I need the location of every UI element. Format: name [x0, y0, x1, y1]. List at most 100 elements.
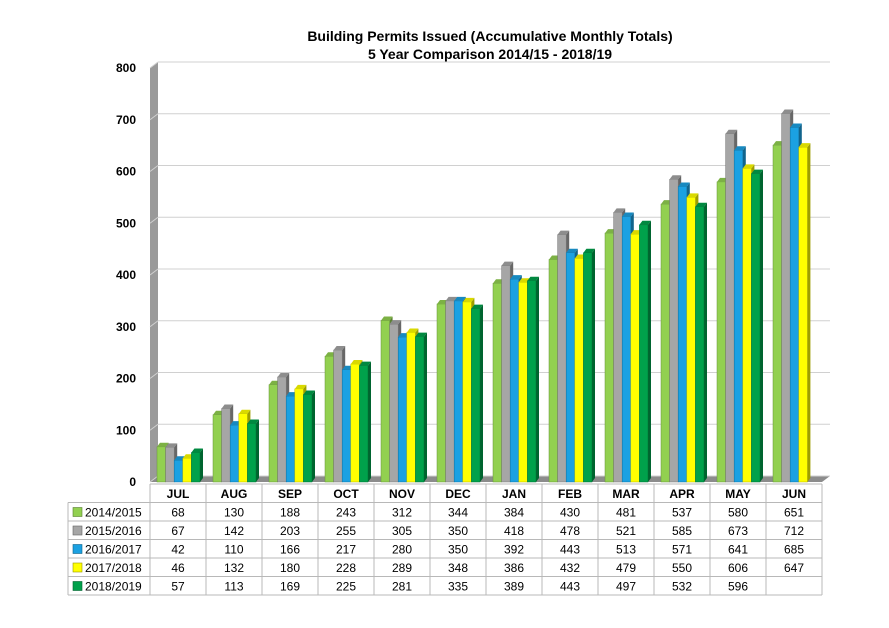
bar-top	[350, 360, 363, 365]
gridline-diagonal	[149, 320, 159, 328]
bar-top	[277, 372, 290, 377]
bar-front	[445, 300, 455, 483]
bar-front	[173, 460, 184, 483]
bar-front	[247, 423, 257, 483]
data-label: 443	[560, 543, 580, 557]
bar-top	[669, 175, 682, 180]
data-label: 46	[171, 561, 185, 575]
gridline-diagonal	[149, 423, 159, 431]
bar-side	[368, 361, 371, 482]
bar-front	[229, 424, 240, 483]
x-tick-label: APR	[669, 487, 695, 501]
bar-front	[501, 265, 511, 483]
data-label: 513	[616, 543, 636, 557]
data-label: 113	[224, 580, 243, 594]
data-label: 443	[560, 580, 580, 594]
data-label: 418	[504, 524, 524, 538]
bar	[359, 361, 371, 483]
data-label: 255	[336, 524, 356, 538]
bar-front	[742, 168, 752, 483]
bar-top	[333, 346, 346, 351]
data-label: 110	[224, 543, 243, 557]
bar-front	[397, 336, 408, 483]
bar-front	[221, 408, 231, 483]
bar-top	[790, 123, 802, 128]
data-label: 521	[616, 524, 636, 538]
data-label: 132	[224, 561, 244, 575]
bar-front	[660, 203, 670, 483]
data-label: 169	[280, 580, 300, 594]
data-label: 203	[280, 524, 300, 538]
bar-side	[480, 304, 483, 482]
bar-front	[333, 349, 343, 483]
bar	[471, 304, 483, 483]
bar-side	[424, 332, 427, 482]
gridline-diagonal	[149, 268, 159, 276]
bar-front	[518, 281, 528, 483]
data-label: 166	[280, 543, 300, 557]
bar-top	[191, 448, 203, 453]
data-label: 606	[728, 561, 748, 575]
data-label: 350	[448, 543, 468, 557]
bar-side	[807, 143, 811, 483]
bar-front	[725, 133, 735, 483]
data-label: 142	[224, 524, 244, 538]
bar-top	[566, 248, 578, 253]
data-label: 432	[560, 561, 580, 575]
bar-front	[621, 216, 632, 483]
bar-top	[583, 248, 595, 253]
data-label: 228	[336, 561, 356, 575]
data-label: 281	[392, 580, 412, 594]
bar-front	[492, 283, 502, 483]
bar-front	[509, 278, 520, 483]
y-tick-label: 800	[116, 61, 136, 75]
data-label: 478	[560, 524, 580, 538]
data-label: 130	[224, 506, 244, 520]
x-tick-label: AUG	[221, 487, 248, 501]
bar-top	[247, 419, 259, 424]
bar-side	[704, 202, 707, 482]
bar-front	[574, 258, 584, 483]
bar-top	[221, 404, 234, 409]
x-tick-label: FEB	[558, 487, 582, 501]
bar-front	[527, 280, 537, 483]
x-tick-label: JUL	[167, 487, 190, 501]
y-tick-label: 300	[116, 320, 136, 334]
bar-top	[303, 390, 315, 395]
bar-top	[445, 296, 458, 301]
bar-front	[557, 234, 567, 483]
bar-front	[359, 365, 369, 483]
bar-front	[613, 212, 623, 483]
data-label: 532	[672, 580, 692, 594]
bar-top	[415, 332, 427, 337]
data-label: 350	[448, 524, 468, 538]
bar	[639, 220, 651, 483]
data-label: 68	[171, 506, 185, 520]
bar-front	[686, 197, 696, 483]
bar-front	[285, 395, 296, 483]
bar-front	[630, 233, 640, 483]
bar-side	[256, 419, 259, 482]
bar-front	[156, 446, 166, 483]
bar-top	[454, 296, 466, 301]
bar-top	[678, 182, 690, 187]
bar-front	[565, 252, 576, 483]
bar	[303, 390, 315, 483]
bar-front	[294, 388, 304, 483]
bar-top	[381, 316, 393, 321]
data-label: 571	[672, 543, 692, 557]
bar-top	[238, 409, 251, 414]
legend-label: 2017/2018	[85, 561, 142, 575]
bar-front	[716, 181, 726, 483]
bar-front	[436, 303, 446, 483]
bar-top	[471, 304, 483, 309]
bar-side	[648, 220, 651, 483]
bar-top	[389, 320, 402, 325]
legend-label: 2014/2015	[85, 506, 142, 520]
bar-top	[725, 129, 738, 134]
legend-swatch	[72, 581, 83, 591]
bar-side	[536, 276, 539, 482]
y-tick-label: 700	[116, 113, 136, 127]
y-tick-label: 400	[116, 268, 136, 282]
bar-side	[592, 248, 595, 482]
